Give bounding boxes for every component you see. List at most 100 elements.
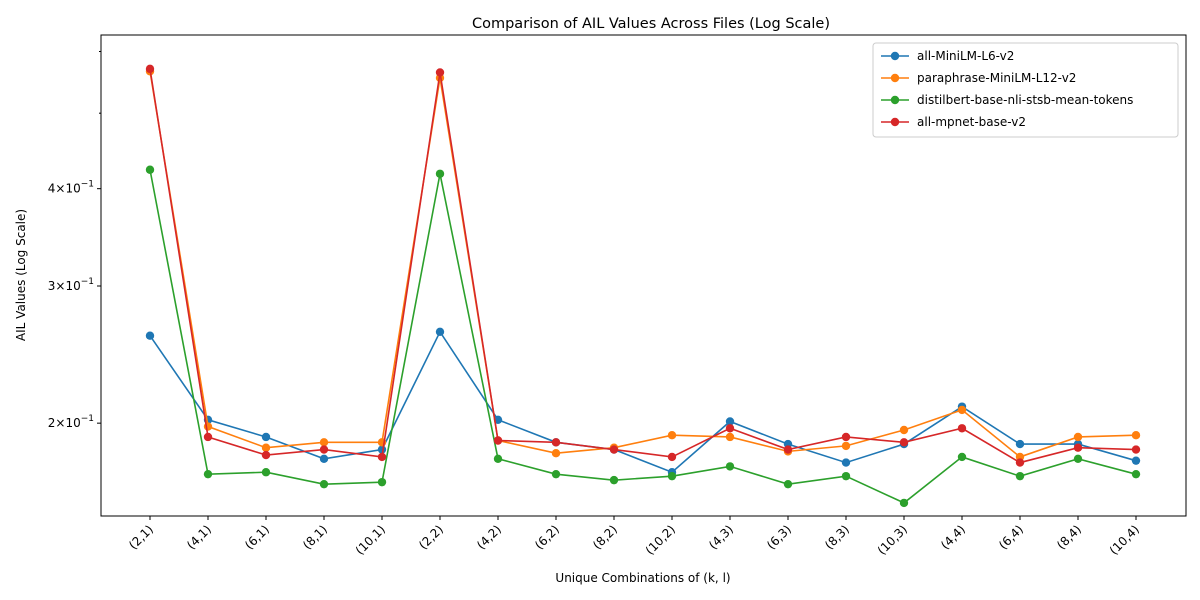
data-point [493, 415, 503, 424]
data-point [1131, 469, 1141, 479]
data-point [377, 452, 387, 462]
x-tick-label: (8,3) [822, 522, 852, 552]
legend-marker [890, 117, 900, 127]
x-tick-label: (6,3) [764, 522, 794, 552]
series-line [149, 169, 1137, 504]
data-point [1073, 454, 1083, 464]
data-point [725, 424, 735, 433]
x-tick-label: (6,4) [996, 522, 1026, 552]
data-point [203, 422, 213, 431]
data-point [493, 436, 503, 445]
data-point [319, 445, 329, 454]
data-point [725, 432, 735, 442]
x-tick-label: (4,4) [938, 522, 968, 552]
legend-label: all-MiniLM-L6-v2 [917, 49, 1014, 63]
data-point [841, 471, 851, 481]
x-tick-label: (10,4) [1107, 522, 1142, 557]
data-point [435, 327, 445, 337]
data-point [145, 64, 155, 74]
data-point [725, 462, 735, 471]
data-point [609, 445, 619, 454]
data-point [957, 405, 967, 415]
x-tick-label: (10,2) [643, 522, 678, 557]
data-point [1073, 432, 1083, 442]
data-point [261, 443, 271, 452]
y-tick-label: 2×10−1 [48, 414, 94, 430]
data-point [725, 417, 735, 426]
series-0 [145, 327, 1141, 477]
data-point [145, 165, 155, 174]
data-point [1131, 431, 1141, 440]
legend-label: all-mpnet-base-v2 [917, 115, 1026, 129]
x-tick-label: (10,3) [875, 522, 910, 557]
series-3 [145, 64, 1141, 467]
data-point [957, 452, 967, 462]
data-point [319, 479, 329, 489]
y-axis-label: AIL Values (Log Scale) [14, 209, 28, 341]
data-point [203, 432, 213, 442]
data-point [667, 431, 677, 440]
x-tick-label: (4,3) [706, 522, 736, 552]
x-axis-label: Unique Combinations of (k, l) [555, 571, 730, 585]
data-point [261, 450, 271, 460]
series-line [149, 68, 1137, 464]
data-point [1015, 439, 1025, 449]
chart-title: Comparison of AIL Values Across Files (L… [472, 16, 830, 32]
data-point [551, 449, 561, 458]
data-point [841, 458, 851, 467]
data-point [493, 454, 503, 464]
legend-marker [890, 95, 900, 105]
data-point [1073, 443, 1083, 452]
x-tick-label: (2,1) [126, 522, 156, 552]
data-point [667, 471, 677, 481]
data-point [783, 479, 793, 489]
data-point [319, 438, 329, 447]
data-point [551, 469, 561, 479]
x-tick-label: (10,1) [353, 522, 388, 557]
x-tick-label: (6,2) [532, 522, 562, 552]
data-point [783, 445, 793, 454]
data-point [1131, 445, 1141, 454]
data-point [1015, 471, 1025, 481]
legend-label: paraphrase-MiniLM-L12-v2 [917, 71, 1076, 85]
data-point [667, 452, 677, 462]
y-tick-label: 3×10−1 [48, 277, 94, 293]
data-point [145, 331, 155, 340]
x-tick-label: (8,4) [1054, 522, 1084, 552]
legend: all-MiniLM-L6-v2 paraphrase-MiniLM-L12-v2… [872, 42, 1179, 138]
axes-frame [100, 34, 1187, 517]
data-point [899, 438, 909, 447]
x-tick-label: (8,2) [590, 522, 620, 552]
series-2 [145, 165, 1141, 508]
data-point [1131, 456, 1141, 465]
y-axis-ticks: 2×10−1 3×10−1 4×10−1 [48, 51, 101, 430]
data-point [203, 469, 213, 479]
legend-box [872, 42, 1179, 138]
data-point [551, 438, 561, 447]
data-point [319, 454, 329, 464]
series-line [149, 71, 1137, 458]
x-axis-ticks: (2,1) (4,1) (6,1) (8,1) (10,1) (2,2) (4,2) (6,2… [126, 516, 1142, 558]
data-point [435, 68, 445, 77]
data-point [957, 424, 967, 433]
data-point [841, 441, 851, 451]
legend-marker [890, 51, 900, 61]
plot-area [145, 64, 1141, 508]
data-point [899, 498, 909, 508]
data-point [261, 432, 271, 442]
x-tick-label: (6,1) [242, 522, 272, 552]
data-point [377, 477, 387, 487]
data-point [261, 468, 271, 477]
legend-marker [890, 73, 900, 83]
data-point [1015, 458, 1025, 467]
data-point [841, 432, 851, 442]
y-tick-label: 4×10−1 [48, 180, 94, 196]
x-tick-label: (4,1) [184, 522, 214, 552]
data-point [609, 475, 619, 485]
x-tick-label: (2,2) [416, 522, 446, 552]
data-point [435, 169, 445, 178]
x-tick-label: (4,2) [474, 522, 504, 552]
data-point [899, 425, 909, 435]
x-tick-label: (8,1) [300, 522, 330, 552]
